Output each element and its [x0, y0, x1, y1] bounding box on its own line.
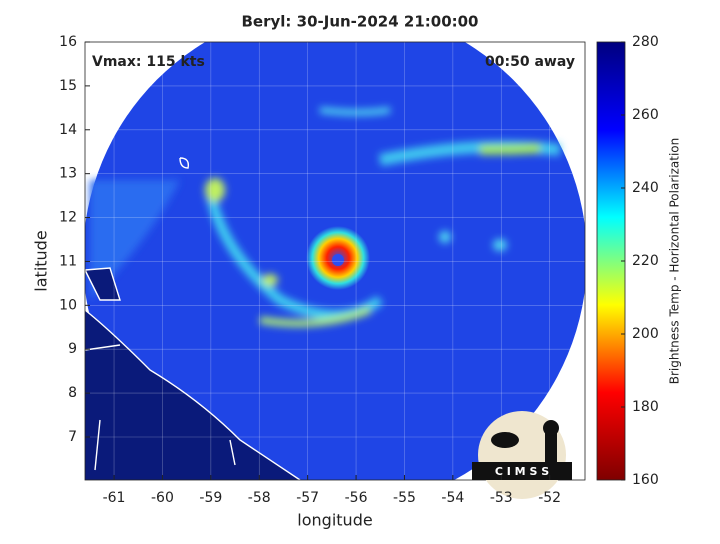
colorbar-tick-label: 200	[632, 326, 659, 342]
y-tick-label: 8	[68, 385, 77, 401]
x-tick-label: -54	[441, 490, 464, 506]
x-tick-label: -60	[151, 490, 174, 506]
colorbar-tick-label: 240	[632, 180, 659, 196]
x-tick-label: -57	[296, 490, 319, 506]
logo-text: C I M S S	[495, 465, 549, 478]
colorbar-tick-label: 180	[632, 399, 659, 415]
x-tick-label: -58	[248, 490, 271, 506]
cimss-logo: C I M S S	[472, 411, 572, 499]
y-tick-label: 14	[59, 122, 77, 138]
colorbar-label: Brightness Temp - Horizontal Polarizatio…	[668, 138, 682, 385]
time-away-label: 00:50 away	[485, 54, 575, 70]
x-tick-label: -55	[393, 490, 416, 506]
swath	[85, 42, 585, 480]
y-tick-label: 7	[68, 429, 77, 445]
vmax-label: Vmax: 115 kts	[92, 54, 205, 70]
x-tick-label: -59	[199, 490, 222, 506]
x-tick-label: -61	[103, 490, 126, 506]
colorbar-tick-label: 220	[632, 253, 659, 269]
colorbar-tick-label: 260	[632, 107, 659, 123]
x-tick-label: -52	[538, 490, 561, 506]
y-tick-label: 15	[59, 78, 77, 94]
y-tick-label: 11	[59, 253, 77, 269]
y-tick-label: 9	[68, 341, 77, 357]
title: Beryl: 30-Jun-2024 21:00:00	[242, 13, 479, 31]
x-tick-label: -56	[345, 490, 368, 506]
colorbar-tick-label: 160	[632, 472, 659, 488]
y-tick-label: 12	[59, 210, 77, 226]
y-axis-label: latitude	[32, 230, 51, 291]
y-tick-label: 10	[59, 297, 77, 313]
y-tick-label: 13	[59, 166, 77, 182]
colorbar-tick-label: 280	[632, 34, 659, 50]
x-tick-label: -53	[490, 490, 513, 506]
colorbar	[596, 41, 626, 481]
x-axis-label: longitude	[297, 511, 372, 530]
y-tick-label: 16	[59, 34, 77, 50]
